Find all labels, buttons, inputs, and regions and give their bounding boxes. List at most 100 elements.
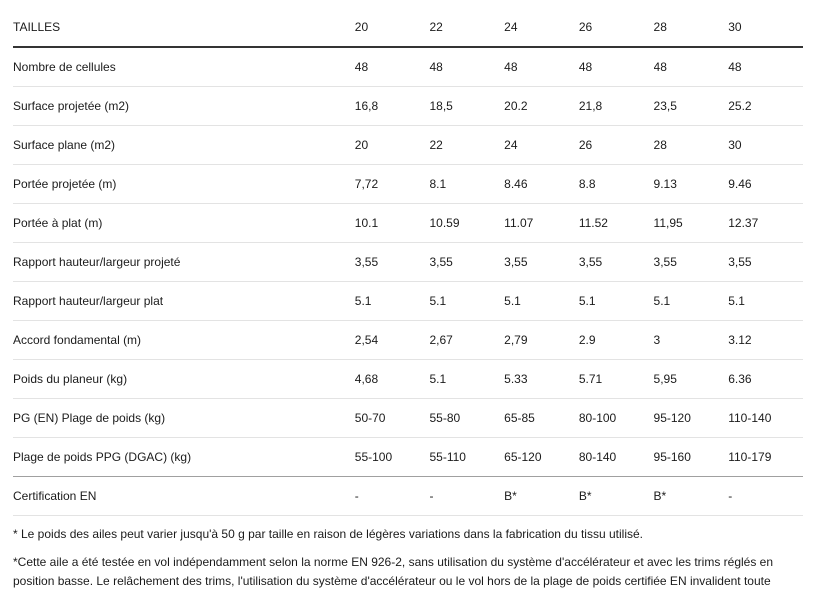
table-row: Portée à plat (m) 10.1 10.59 11.07 11.52 11,9… bbox=[13, 203, 803, 243]
spec-value: 24 bbox=[504, 125, 579, 165]
spec-value: 65-120 bbox=[504, 437, 579, 477]
table-row: Rapport hauteur/largeur projeté 3,55 3,55 3… bbox=[13, 242, 803, 282]
spec-value: 23,5 bbox=[653, 86, 729, 126]
table-row: PG (EN) Plage de poids (kg) 50-70 55-80 65-… bbox=[13, 398, 803, 438]
spec-value: 50-70 bbox=[354, 398, 430, 438]
spec-value: 3,55 bbox=[354, 242, 430, 282]
size-column-header: 30 bbox=[728, 8, 803, 48]
spec-value: 110-179 bbox=[728, 437, 803, 477]
spec-value: 48 bbox=[578, 47, 654, 87]
spec-value: 5.1 bbox=[429, 281, 505, 321]
spec-value: 95-120 bbox=[653, 398, 729, 438]
table-row: Nombre de cellules 48 48 48 48 48 48 bbox=[13, 47, 803, 87]
spec-value: 3 bbox=[653, 320, 729, 360]
table-row: Surface projetée (m2) 16,8 18,5 20.2 21,8 23,… bbox=[13, 86, 803, 126]
size-column-header: 26 bbox=[578, 8, 654, 48]
spec-label: Surface plane (m2) bbox=[13, 125, 355, 165]
spec-value: 2.9 bbox=[578, 320, 654, 360]
spec-value: 2,79 bbox=[504, 320, 579, 360]
spec-value: - bbox=[429, 476, 505, 516]
spec-value: 5.1 bbox=[354, 281, 430, 321]
spec-value: 80-100 bbox=[578, 398, 654, 438]
spec-label: Nombre de cellules bbox=[13, 47, 355, 87]
table-row: Accord fondamental (m) 2,54 2,67 2,79 2.9 3 3.… bbox=[13, 320, 803, 360]
size-column-header: 24 bbox=[504, 8, 579, 48]
spec-value: 5.1 bbox=[429, 359, 505, 399]
spec-label: Surface projetée (m2) bbox=[13, 86, 355, 126]
table-row: Portée projetée (m) 7,72 8.1 8.46 8.8 9.13 9.4… bbox=[13, 164, 803, 204]
spec-value: 28 bbox=[653, 125, 729, 165]
spec-value: 7,72 bbox=[354, 164, 430, 204]
spec-label: Portée à plat (m) bbox=[13, 203, 355, 243]
spec-value: 22 bbox=[429, 125, 505, 165]
spec-value: 48 bbox=[653, 47, 729, 87]
spec-value: 3,55 bbox=[653, 242, 729, 282]
spec-value: 3,55 bbox=[504, 242, 579, 282]
table-row: Rapport hauteur/largeur plat 5.1 5.1 5.1 5.1… bbox=[13, 281, 803, 321]
spec-value: 5.1 bbox=[728, 281, 803, 321]
spec-table-body: Nombre de cellules 48 48 48 48 48 48 Surface pr… bbox=[13, 47, 803, 516]
spec-label: Certification EN bbox=[13, 476, 355, 516]
spec-table: TAILLES 20 22 24 26 28 30 Nombre de cellules 4… bbox=[13, 8, 803, 516]
spec-value: 3.12 bbox=[728, 320, 803, 360]
spec-label: Rapport hauteur/largeur projeté bbox=[13, 242, 355, 282]
spec-label: Rapport hauteur/largeur plat bbox=[13, 281, 355, 321]
spec-value: B* bbox=[504, 476, 579, 516]
spec-value: 48 bbox=[504, 47, 579, 87]
spec-value: 48 bbox=[429, 47, 505, 87]
footnote-certification: *Cette aile a été testée en vol indépend… bbox=[13, 554, 774, 589]
table-row: Plage de poids PPG (DGAC) (kg) 55-100 55-1… bbox=[13, 437, 803, 477]
size-column-header: 22 bbox=[429, 8, 505, 48]
table-header-row: TAILLES 20 22 24 26 28 30 bbox=[13, 8, 803, 48]
table-row: Surface plane (m2) 20 22 24 26 28 30 bbox=[13, 125, 803, 165]
spec-value: 9.13 bbox=[653, 164, 729, 204]
spec-value: 8.1 bbox=[429, 164, 505, 204]
spec-value: 18,5 bbox=[429, 86, 505, 126]
spec-value: 4,68 bbox=[354, 359, 430, 399]
spec-value: 8.46 bbox=[504, 164, 579, 204]
spec-value: 10.59 bbox=[429, 203, 505, 243]
spec-value: 5.1 bbox=[504, 281, 579, 321]
spec-value: 20 bbox=[354, 125, 430, 165]
spec-value: 25.2 bbox=[728, 86, 803, 126]
spec-value: 55-100 bbox=[354, 437, 430, 477]
spec-value: 3,55 bbox=[429, 242, 505, 282]
table-header-label: TAILLES bbox=[13, 8, 355, 48]
spec-value: 110-140 bbox=[728, 398, 803, 438]
size-column-header: 28 bbox=[653, 8, 729, 48]
spec-value: 48 bbox=[354, 47, 430, 87]
spec-value: 11,95 bbox=[653, 203, 729, 243]
spec-value: 95-160 bbox=[653, 437, 729, 477]
spec-value: 55-80 bbox=[429, 398, 505, 438]
spec-value: 11.52 bbox=[578, 203, 654, 243]
spec-value: 6.36 bbox=[728, 359, 803, 399]
spec-value: B* bbox=[578, 476, 654, 516]
spec-value: 55-110 bbox=[429, 437, 505, 477]
spec-value: 5.1 bbox=[578, 281, 654, 321]
spec-value: 16,8 bbox=[354, 86, 430, 126]
spec-value: 65-85 bbox=[504, 398, 579, 438]
spec-value: - bbox=[728, 476, 803, 516]
spec-value: B* bbox=[653, 476, 729, 516]
spec-label: Portée projetée (m) bbox=[13, 164, 355, 204]
spec-value: 2,54 bbox=[354, 320, 430, 360]
spec-value: 11.07 bbox=[504, 203, 579, 243]
spec-label: Poids du planeur (kg) bbox=[13, 359, 355, 399]
spec-label: PG (EN) Plage de poids (kg) bbox=[13, 398, 355, 438]
spec-value: 5,95 bbox=[653, 359, 729, 399]
spec-value: 80-140 bbox=[578, 437, 654, 477]
spec-value: - bbox=[354, 476, 430, 516]
spec-value: 12.37 bbox=[728, 203, 803, 243]
spec-value: 21,8 bbox=[578, 86, 654, 126]
table-row: Certification EN - - B* B* B* - bbox=[13, 476, 803, 516]
spec-value: 48 bbox=[728, 47, 803, 87]
spec-value: 10.1 bbox=[354, 203, 430, 243]
spec-value: 3,55 bbox=[578, 242, 654, 282]
spec-value: 9.46 bbox=[728, 164, 803, 204]
spec-value: 5.71 bbox=[578, 359, 654, 399]
spec-label: Plage de poids PPG (DGAC) (kg) bbox=[13, 437, 355, 477]
footnote-weight-variation: * Le poids des ailes peut varier jusqu'à… bbox=[13, 527, 643, 541]
spec-value: 30 bbox=[728, 125, 803, 165]
spec-value: 26 bbox=[578, 125, 654, 165]
spec-label: Accord fondamental (m) bbox=[13, 320, 355, 360]
